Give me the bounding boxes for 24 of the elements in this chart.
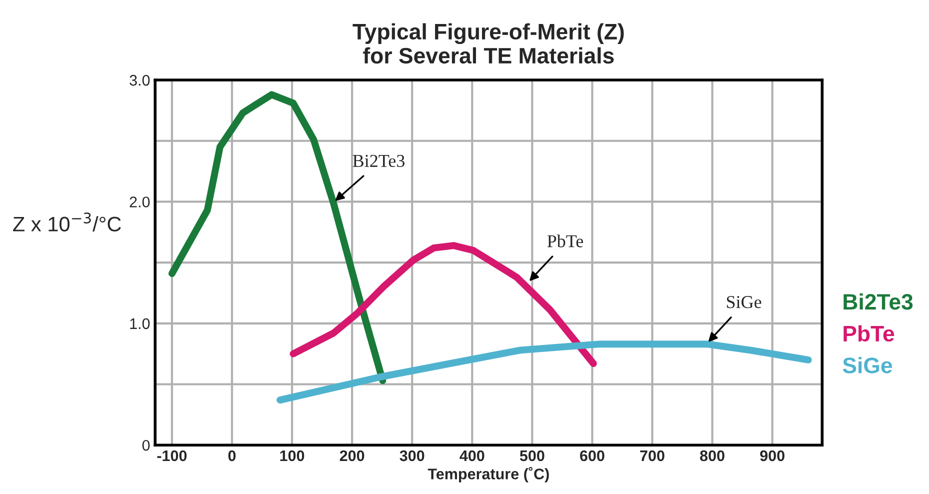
y-tick-label: 0	[142, 440, 150, 451]
y-axis-title: Z x 10$^{−3}$/°C	[13, 212, 121, 232]
y-tick-label: 2.0	[130, 196, 150, 208]
x-axis-title: Temperature (˚C)	[428, 466, 549, 482]
text: PbTe	[844, 325, 894, 342]
annotation: PbTe	[547, 234, 584, 248]
x-tick-label: -100	[157, 450, 187, 462]
text: Bi2Te3	[844, 293, 913, 310]
x-tick-label: 300	[400, 450, 424, 462]
series-label: SiGe	[842, 357, 892, 374]
x-tick-label: 100	[280, 450, 304, 462]
x-tick-label: 900	[760, 450, 784, 462]
x-tick-label: 0	[228, 450, 236, 462]
x-tick-label: 700	[640, 450, 664, 462]
annotation: Bi2Te3	[352, 154, 404, 167]
annotation: SiGe	[726, 296, 762, 308]
x-tick-label: 400	[460, 450, 484, 462]
y-tick-label: 3.0	[130, 74, 150, 86]
x-tick-label: 500	[520, 450, 544, 462]
x-tick-label: 200	[340, 450, 364, 462]
x-tick-label: 600	[580, 450, 604, 462]
chart-title: Typical Figure-of-Merit (Z) for Several TE Materials	[352, 23, 624, 64]
y-tick-label: 1.0	[130, 318, 150, 330]
x-tick-label: 800	[700, 450, 724, 462]
